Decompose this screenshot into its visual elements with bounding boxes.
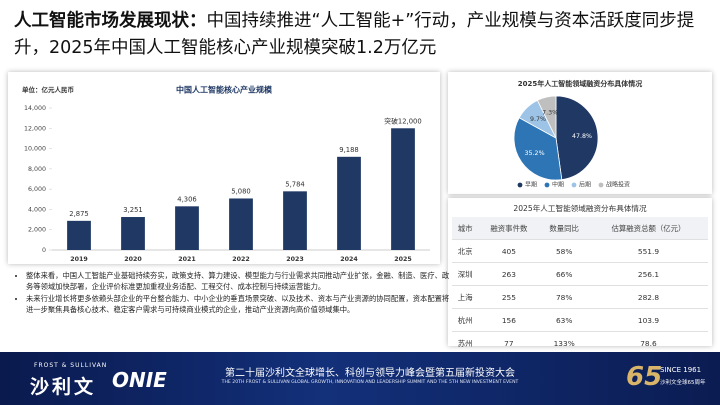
bar	[337, 156, 361, 250]
x-tick-label: 2025	[394, 256, 412, 263]
legend-marker	[544, 182, 550, 188]
bar	[391, 128, 415, 250]
brand-cn: 沙利文	[30, 376, 97, 398]
footer: FROST & SULLIVAN 沙利文 ONIE 第二十届沙利文全球增长、科创…	[0, 352, 720, 405]
anniv-since: SINCE 1961	[660, 366, 702, 374]
chart-title: 2025年人工智能领域融资分布具体情况	[518, 79, 642, 88]
event-logo: ONIE	[112, 368, 167, 392]
table-cell: 66%	[539, 262, 589, 286]
anniv-number: 65	[626, 362, 663, 392]
table-cell: 551.9	[588, 239, 708, 263]
slice-label: 35.2%	[525, 150, 545, 157]
y-tick-label: 12,000	[24, 125, 46, 132]
table-header-cell: 估算融资总额（亿元）	[588, 217, 708, 240]
x-tick-label: 2024	[340, 256, 358, 263]
table-row: 杭州 156 63% 103.9	[452, 308, 708, 332]
legend-label: 战略投资	[606, 181, 630, 189]
table-cell: 63%	[539, 308, 589, 332]
table-cell: 上海	[452, 285, 479, 309]
table: 城市 融资事件数 数量同比 估算融资总额（亿元） 北京 405 58% 551.9 深圳 263 6…	[452, 217, 708, 355]
x-tick-label: 2019	[70, 256, 88, 263]
charts: 中国人工智能核心产业规模 单位：亿元人民币 0 2,000 4,000 6,000 8,00…	[22, 79, 642, 263]
table-header-cell: 城市	[452, 217, 479, 240]
slice-label: 47.8%	[572, 133, 592, 140]
y-tick-label: 8,000	[28, 166, 46, 173]
x-tick-label: 2020	[124, 256, 142, 263]
bullet-item: 整体来看，中国人工智能产业基础持续夯实，政策支持、算力建设、模型能力与行业需求共…	[26, 270, 454, 292]
table-cell: 103.9	[588, 308, 708, 332]
bar	[283, 191, 307, 250]
bar	[229, 198, 253, 250]
table-cell: 263	[478, 262, 540, 286]
bar	[121, 217, 145, 250]
table-title: 2025年人工智能领域融资分布具体情况	[513, 204, 647, 213]
value-label: 2,875	[69, 210, 88, 218]
brand-en: FROST & SULLIVAN	[34, 362, 108, 369]
title-rest: 中国持续推进“人工智能+”行动，产业规模与资本活跃度同步提升，2025年中国人工…	[14, 11, 695, 58]
y-tick-label: 4,000	[28, 206, 46, 213]
y-tick-label: 0	[42, 247, 46, 254]
event-cn: 第二十届沙利文全球增长、科创与领导力峰会暨第五届新投资大会	[225, 368, 515, 379]
value-label: 突破12,000	[384, 116, 421, 125]
y-tick-label: 6,000	[28, 186, 46, 193]
table-row: 深圳 263 66% 256.1	[452, 262, 708, 286]
table-cell: 深圳	[452, 262, 479, 286]
anniv-cn: 沙利文全球65周年	[660, 380, 706, 386]
legend-label: 中期	[552, 181, 564, 189]
table-cell: 78%	[539, 285, 589, 309]
bar	[175, 206, 199, 250]
chart-title: 中国人工智能核心产业规模	[176, 85, 273, 95]
table-cell: 282.8	[588, 285, 708, 309]
y-tick-label: 2,000	[28, 227, 46, 234]
table-header-cell: 数量同比	[539, 217, 589, 240]
value-label: 3,251	[123, 206, 142, 214]
value-label: 9,188	[339, 146, 358, 154]
table-header-row: 城市 融资事件数 数量同比 估算融资总额（亿元）	[452, 217, 708, 240]
table-cell: 北京	[452, 239, 479, 263]
table-cell: 杭州	[452, 308, 479, 332]
table-header-cell: 融资事件数	[478, 217, 540, 240]
bullet-item: 未来行业增长将更多依赖头部企业的平台整合能力、中小企业的垂直场景突破、以及技术、…	[26, 293, 454, 315]
y-tick-label: 14,000	[24, 105, 46, 112]
bullet-list: 整体来看，中国人工智能产业基础持续夯实，政策支持、算力建设、模型能力与行业需求共…	[12, 270, 454, 316]
slide-title: 人工智能市场发展现状：中国持续推进“人工智能+”行动，产业规模与资本活跃度同步提…	[14, 8, 704, 62]
y-tick-label: 10,000	[24, 146, 46, 153]
legend-label: 早期	[525, 181, 537, 189]
value-label: 5,080	[231, 187, 250, 195]
table-cell: 255	[478, 285, 540, 309]
slice-label: 7.3%	[542, 110, 558, 117]
legend-marker	[517, 182, 523, 188]
table-row: 上海 255 78% 282.8	[452, 285, 708, 309]
table-cell: 405	[478, 239, 540, 263]
event-en: THE 20TH FROST & SULLIVAN GLOBAL GROWTH,…	[221, 380, 519, 385]
x-tick-label: 2021	[178, 256, 196, 263]
title-bold: 人工智能市场发展现状：	[14, 11, 207, 31]
legend-marker	[598, 182, 604, 188]
legend-marker	[571, 182, 577, 188]
unit-label: 单位：亿元人民币	[22, 85, 75, 94]
table-cell: 156	[478, 308, 540, 332]
pie-slice	[513, 117, 563, 181]
value-label: 4,306	[177, 195, 196, 203]
table-cell: 256.1	[588, 262, 708, 286]
x-tick-label: 2022	[232, 256, 250, 263]
table-cell: 58%	[539, 239, 589, 263]
pie-slice	[536, 95, 557, 139]
value-label: 5,784	[285, 180, 304, 188]
bar	[67, 220, 91, 250]
slice-label: 9.7%	[530, 116, 546, 123]
pie-slice	[555, 95, 599, 181]
table-card: 2025年人工智能领域融资分布具体情况 城市 融资事件数 数量同比 估算融资总额（亿元…	[448, 198, 712, 355]
legend-label: 后期	[579, 181, 591, 189]
x-tick-label: 2023	[286, 256, 304, 263]
table-row: 北京 405 58% 551.9	[452, 239, 708, 263]
